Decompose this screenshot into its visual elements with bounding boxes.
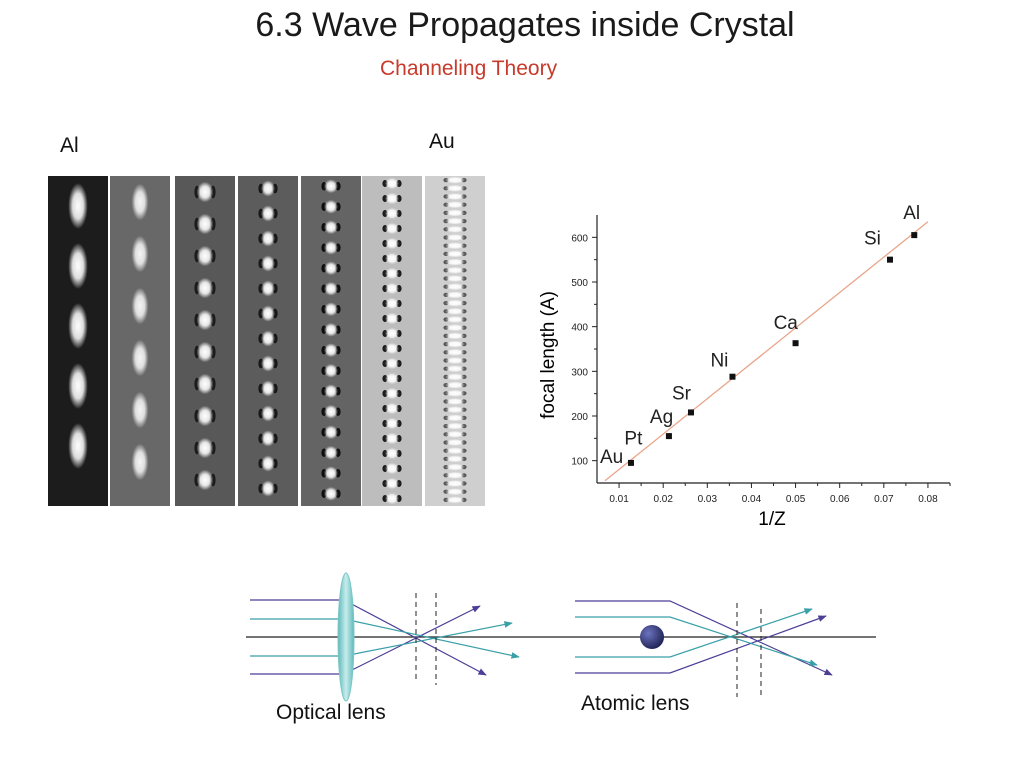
image-strip <box>238 176 298 506</box>
x-tick-label: 0.07 <box>874 494 894 505</box>
data-point <box>729 373 736 380</box>
data-point <box>627 459 634 466</box>
image-strip <box>48 176 108 506</box>
image-strip <box>110 176 170 506</box>
data-point <box>911 232 918 239</box>
chart-axes <box>596 215 950 484</box>
x-axis-label: 1/Z <box>758 509 786 530</box>
y-tick-label: 200 <box>571 412 588 423</box>
y-tick-label: 300 <box>571 367 588 378</box>
y-tick-label: 100 <box>571 457 588 468</box>
image-strip <box>175 176 235 506</box>
optical-rays <box>250 599 520 676</box>
x-tick-label: 0.05 <box>786 494 806 505</box>
strip-label-right: Au <box>429 130 455 153</box>
image-strip <box>425 176 485 506</box>
y-tick-label: 400 <box>571 323 588 334</box>
page-subtitle: Channeling Theory <box>380 57 558 80</box>
lens-diagram <box>246 572 876 702</box>
x-tick-label: 0.03 <box>698 494 718 505</box>
optical-lens-shape <box>337 572 355 702</box>
page-title: 6.3 Wave Propagates inside Crystal <box>255 6 795 44</box>
x-tick-label: 0.01 <box>609 494 629 505</box>
atom-sphere <box>640 625 664 649</box>
image-strip <box>301 176 361 506</box>
x-tick-label: 0.08 <box>918 494 938 505</box>
data-point-label: Si <box>864 229 881 250</box>
data-point-label: Au <box>600 447 623 468</box>
image-strip <box>362 176 422 506</box>
atomic-rays <box>575 600 833 676</box>
y-axis-label: focal length (A) <box>538 291 559 419</box>
x-tick-label: 0.02 <box>653 494 673 505</box>
chart-ticks: 0.01 0.02 0.03 0.04 0.05 0.06 0.07 0.08 100 200 30… <box>571 233 951 505</box>
data-point-label: Ni <box>710 351 728 372</box>
optical-lens-caption: Optical lens <box>276 701 386 724</box>
data-point-label: Sr <box>672 383 692 404</box>
data-point <box>792 340 799 347</box>
data-point-label: Ca <box>774 313 799 334</box>
atomic-lens-caption: Atomic lens <box>581 692 690 715</box>
data-point <box>886 256 893 263</box>
data-point <box>687 409 694 416</box>
x-tick-label: 0.04 <box>742 494 762 505</box>
fit-line <box>604 221 929 482</box>
data-point-label: Pt <box>624 429 643 450</box>
focal-length-chart: 0.01 0.02 0.03 0.04 0.05 0.06 0.07 0.08 100 200 30… <box>538 203 951 530</box>
data-point-label: Al <box>903 203 920 224</box>
data-point <box>665 433 672 440</box>
data-point-label: Ag <box>650 407 673 428</box>
strip-label-left: Al <box>60 134 79 157</box>
x-tick-label: 0.06 <box>830 494 850 505</box>
y-tick-label: 600 <box>571 233 588 244</box>
y-tick-label: 500 <box>571 278 588 289</box>
